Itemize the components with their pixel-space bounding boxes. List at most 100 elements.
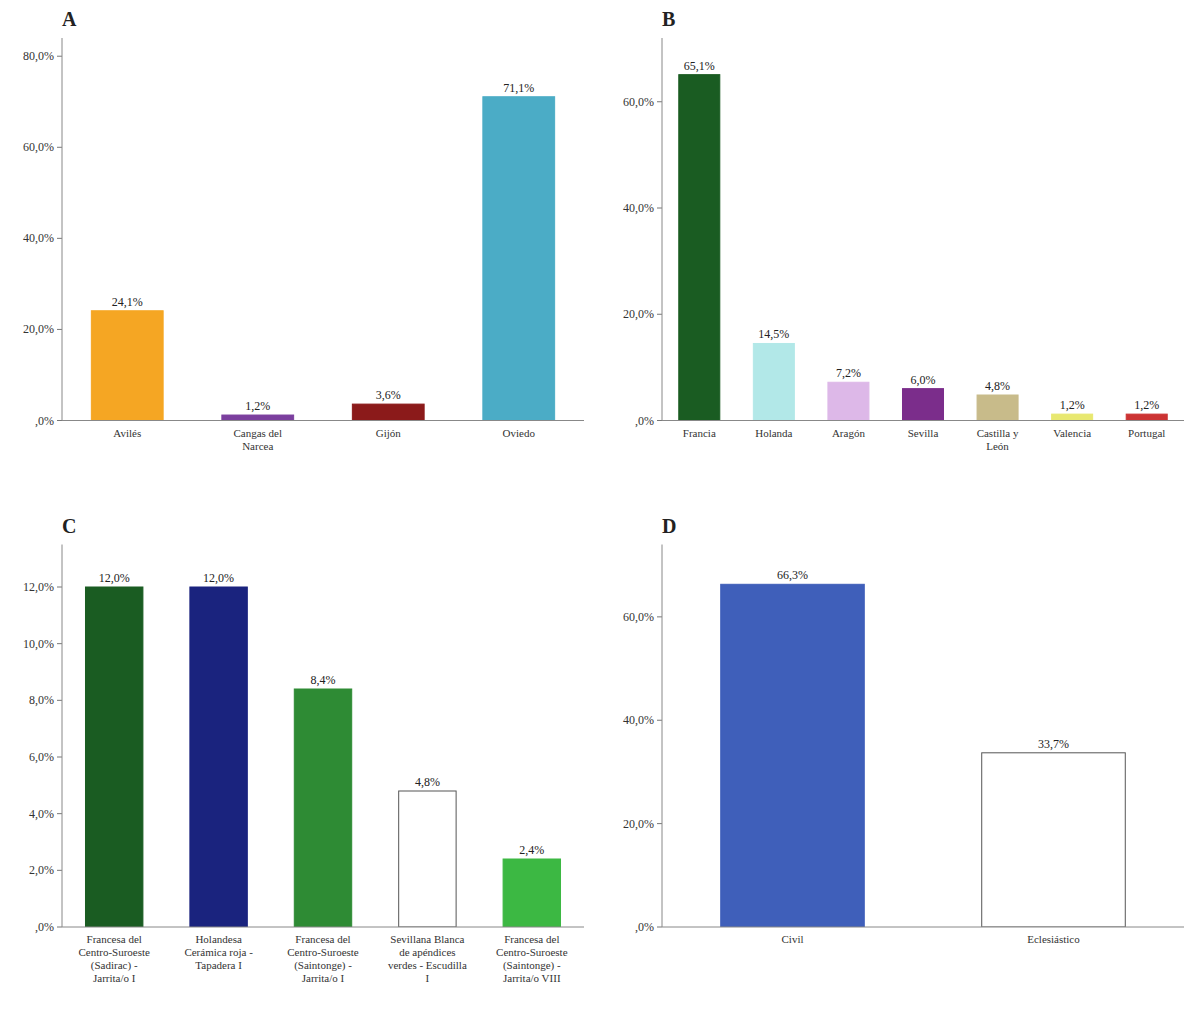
data-label: 1,2% <box>245 399 270 413</box>
x-tick-label: Civil <box>781 933 803 945</box>
x-tick-label: Francia <box>683 427 716 439</box>
y-tick-label: 40,0% <box>623 201 654 215</box>
data-label: 12,0% <box>203 571 234 585</box>
bar <box>483 97 555 421</box>
x-tick-label: Cangas delNarcea <box>233 427 282 452</box>
y-tick-label: 6,0% <box>29 750 54 764</box>
data-label: 24,1% <box>112 295 143 309</box>
x-tick-label: Valencia <box>1053 427 1091 439</box>
panel: A,0%20,0%40,0%60,0%80,0%24,1%1,2%3,6%71,… <box>23 8 584 452</box>
y-tick-label: 60,0% <box>623 610 654 624</box>
y-tick-label: 20,0% <box>623 817 654 831</box>
data-label: 8,4% <box>311 673 336 687</box>
y-tick <box>57 420 62 421</box>
y-tick <box>657 616 662 617</box>
y-tick-label: 4,0% <box>29 807 54 821</box>
bar <box>721 584 865 927</box>
x-tick-label: Sevillana Blancade apéndicesverdes - Esc… <box>388 933 467 984</box>
panel-title: D <box>662 515 676 537</box>
data-label: 7,2% <box>836 366 861 380</box>
x-axis <box>662 420 1184 421</box>
y-tick-label: 20,0% <box>23 322 54 336</box>
x-tick-label: Castilla yLeón <box>977 427 1019 452</box>
bar <box>190 587 247 927</box>
x-tick-label: Eclesiástico <box>1027 933 1080 945</box>
y-tick <box>657 208 662 209</box>
data-label: 65,1% <box>684 59 715 73</box>
panel: B,0%20,0%40,0%60,0%65,1%14,5%7,2%6,0%4,8… <box>623 8 1184 452</box>
panel-title: C <box>62 515 76 537</box>
y-tick-label: 10,0% <box>23 637 54 651</box>
panel: C ,0% 2,0% 4,0% 6,0% 8,0% 10,0% 12,0% 12,0% 12,0%… <box>23 515 584 985</box>
y-tick <box>57 587 62 588</box>
y-tick-label: 60,0% <box>623 95 654 109</box>
y-axis <box>662 38 663 421</box>
bar <box>85 587 142 927</box>
bar <box>982 753 1126 927</box>
y-tick-label: ,0% <box>35 414 54 428</box>
y-tick-label: 20,0% <box>623 307 654 321</box>
data-label: 1,2% <box>1134 398 1159 412</box>
y-tick <box>57 147 62 148</box>
data-label: 12,0% <box>99 571 130 585</box>
x-tick-label: Gijón <box>376 427 402 439</box>
data-label: 3,6% <box>376 388 401 402</box>
x-tick-label: Oviedo <box>503 427 536 439</box>
y-tick-label: 40,0% <box>623 713 654 727</box>
x-tick-label: Aragón <box>832 427 865 439</box>
y-axis <box>62 545 63 928</box>
bar <box>753 343 794 420</box>
x-tick-label: Francesa delCentro-Suroeste(Saintonge) -… <box>496 933 568 984</box>
y-tick <box>657 101 662 102</box>
bar <box>977 395 1018 421</box>
y-tick <box>57 329 62 330</box>
x-axis <box>662 927 1184 928</box>
bar <box>828 382 869 420</box>
bar <box>294 689 351 927</box>
data-label: 1,2% <box>1060 398 1085 412</box>
panel-title: A <box>62 8 77 30</box>
y-tick <box>657 420 662 421</box>
data-label: 66,3% <box>777 568 808 582</box>
background <box>0 0 1200 1013</box>
y-tick <box>657 314 662 315</box>
x-tick-label: Francesa delCentro-Suroeste(Sadirac) -Ja… <box>78 933 150 984</box>
x-axis <box>62 420 584 421</box>
x-axis <box>62 927 584 928</box>
y-tick-label: ,0% <box>35 920 54 934</box>
x-tick-label: Holanda <box>755 427 792 439</box>
y-tick <box>657 823 662 824</box>
y-axis <box>62 38 63 421</box>
y-tick <box>57 56 62 57</box>
y-tick-label: 40,0% <box>23 231 54 245</box>
bar <box>222 415 294 420</box>
bar <box>352 404 424 420</box>
y-tick <box>57 870 62 871</box>
bar <box>399 791 456 927</box>
y-tick <box>57 813 62 814</box>
y-tick <box>57 927 62 928</box>
data-label: 71,1% <box>503 81 534 95</box>
data-label: 4,8% <box>985 379 1010 393</box>
y-tick-label: 2,0% <box>29 863 54 877</box>
panel: D,0%20,0%40,0%60,0%66,3%33,7%CivilEclesi… <box>623 515 1184 946</box>
x-tick-label: Portugal <box>1128 427 1165 439</box>
y-tick <box>657 720 662 721</box>
x-tick-label: Sevilla <box>908 427 939 439</box>
bars <box>85 587 560 927</box>
panel-title: B <box>662 8 675 30</box>
bar <box>1052 414 1093 420</box>
bars <box>721 584 1126 927</box>
y-tick-label: ,0% <box>635 414 654 428</box>
y-tick <box>57 238 62 239</box>
data-label: 33,7% <box>1038 737 1069 751</box>
bar <box>902 389 943 421</box>
data-label: 6,0% <box>911 373 936 387</box>
x-tick-label: HolandesaCerámica roja -Tapadera I <box>184 933 253 971</box>
y-tick-label: 8,0% <box>29 693 54 707</box>
x-tick-label: Francesa delCentro-Suroeste(Saintonge) -… <box>287 933 359 984</box>
bar <box>1126 414 1167 420</box>
figure: A,0%20,0%40,0%60,0%80,0%24,1%1,2%3,6%71,… <box>0 0 1200 1013</box>
y-tick-label: 12,0% <box>23 580 54 594</box>
bar <box>503 859 560 927</box>
